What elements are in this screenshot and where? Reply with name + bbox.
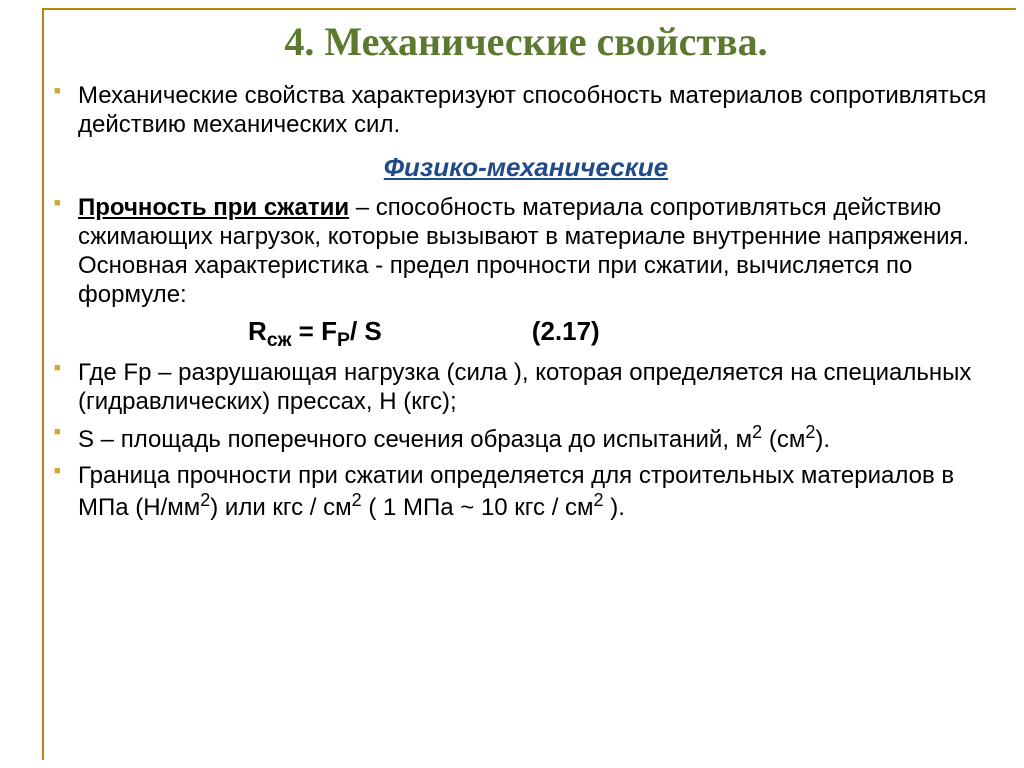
bullet-list: Механические свойства характеризуют спос… [48,81,1004,140]
bullet-list-3: Где Fр – разрушающая нагрузка (сила ), к… [48,358,1004,522]
slide-title: 4. Механические свойства. [48,18,1004,65]
slide-content: 4. Механические свойства. Механические с… [48,18,1004,754]
formula-rhs-a: = F [291,316,337,346]
last-sup2: 2 [352,490,362,510]
last-c: ( 1 МПа ~ 10 кгс / см [362,494,594,521]
formula-rhs-a-sub: P [337,329,350,351]
formula: Rсж = FP/ S (2.17) [48,316,1004,352]
where-fp-item: Где Fр – разрушающая нагрузка (сила ), к… [48,358,1004,417]
last-sup3: 2 [594,490,604,510]
where-s-sup2: 2 [805,422,815,442]
subheading: Физико-механические [48,152,1004,183]
intro-item: Механические свойства характеризуют спос… [48,81,1004,140]
where-s-item: S – площадь поперечного сечения образца … [48,422,1004,454]
where-s-a: S – площадь поперечного сечения образца … [78,426,752,453]
formula-lhs-sub: сж [267,329,292,351]
term-label: Прочность при сжатии [78,194,349,221]
bullet-list-2: Прочность при сжатии – способность матер… [48,193,1004,310]
last-b: ) или кгс / см [210,494,351,521]
where-s-c: ). [815,426,830,453]
formula-rhs-b: / S [350,316,382,346]
formula-eqnum: (2.17) [532,316,600,347]
where-s-b: (см [762,426,805,453]
formula-lhs: R [248,316,267,346]
term-item: Прочность при сжатии – способность матер… [48,193,1004,310]
last-d: ). [604,494,625,521]
where-fp-text: Где Fр – разрушающая нагрузка (сила ), к… [78,359,971,415]
where-s-sup1: 2 [752,422,762,442]
last-sup1: 2 [200,490,210,510]
intro-text: Механические свойства характеризуют спос… [78,82,986,138]
last-item: Граница прочности при сжатии определяетс… [48,461,1004,523]
